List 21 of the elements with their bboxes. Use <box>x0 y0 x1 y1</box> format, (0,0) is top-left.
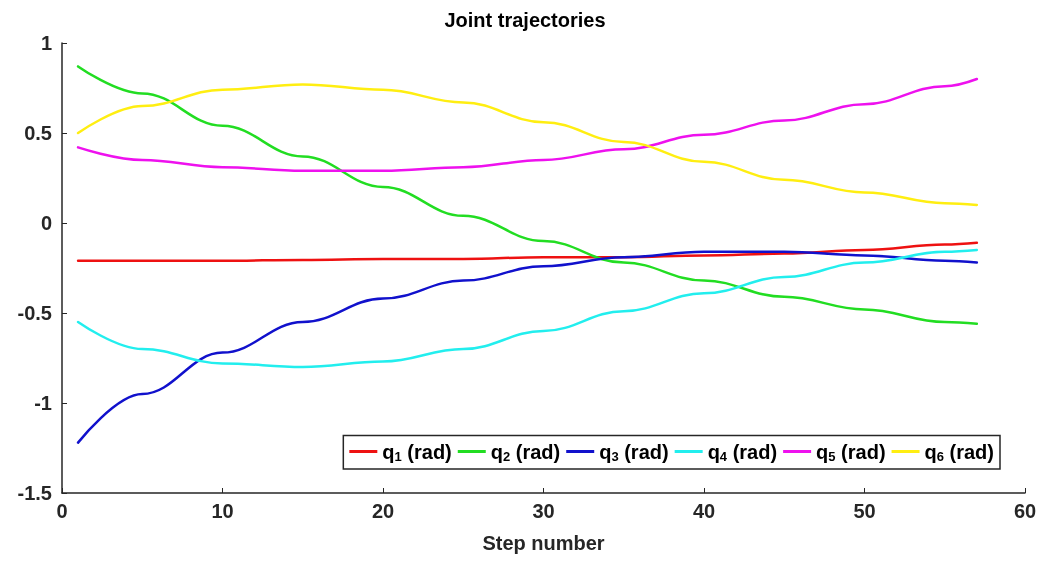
y-tick-label: -1.5 <box>17 482 52 504</box>
line-series <box>76 248 979 369</box>
line-series <box>76 250 979 444</box>
x-tick-label: 30 <box>532 500 555 522</box>
line-series <box>76 83 979 207</box>
y-tick-label: 0.5 <box>24 122 52 144</box>
line-series <box>76 65 979 326</box>
line-series <box>76 77 979 173</box>
chart-title: Joint trajectories <box>444 9 606 31</box>
x-tick-label: 60 <box>1013 500 1037 522</box>
y-tick-label: -0.5 <box>17 302 52 324</box>
y-tick-label: 1 <box>40 32 52 54</box>
x-tick-label: 10 <box>211 500 234 522</box>
y-tick-label: -1 <box>34 392 52 414</box>
x-tick-label: 0 <box>56 500 68 522</box>
x-tick-label: 40 <box>692 500 716 522</box>
line-series <box>76 241 979 263</box>
y-tick-label: 0 <box>40 212 52 234</box>
x-tick-label: 50 <box>853 500 876 522</box>
x-axis-title: Step number <box>482 532 605 554</box>
x-tick-label: 20 <box>371 500 395 522</box>
